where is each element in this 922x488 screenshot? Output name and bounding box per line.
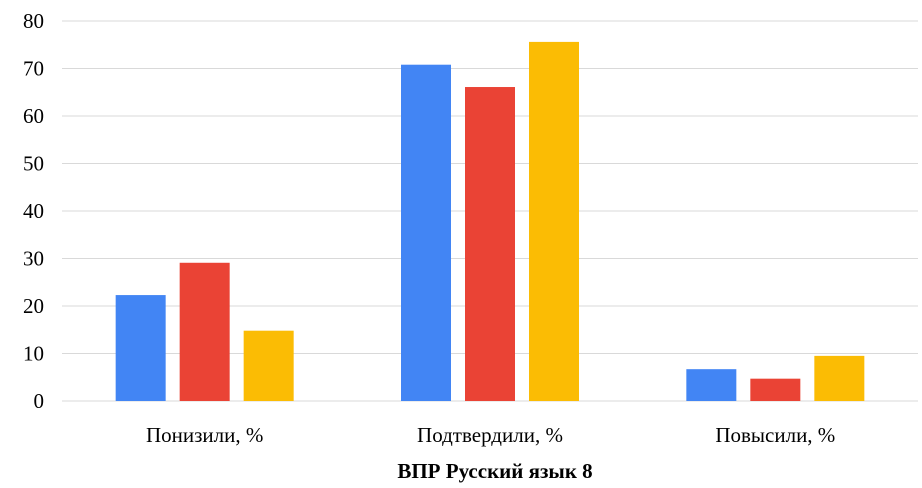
bar-2-3 <box>529 41 579 402</box>
y-tick-label: 0 <box>34 389 45 413</box>
bar-3-1 <box>686 369 737 401</box>
bar-2-1 <box>401 64 451 401</box>
y-tick-label: 70 <box>23 57 44 81</box>
bars <box>115 41 865 402</box>
y-tick-label: 50 <box>23 152 44 176</box>
category-label: Понизили, % <box>146 423 263 447</box>
x-axis-title: ВПР Русский язык 8 <box>397 459 592 483</box>
bar-3-2 <box>750 378 801 401</box>
y-tick-label: 40 <box>23 199 44 223</box>
bar-1-1 <box>115 295 166 401</box>
y-tick-label: 10 <box>23 342 44 366</box>
category-label: Подтвердили, % <box>417 423 563 447</box>
bar-1-2 <box>179 262 230 401</box>
category-label: Повысили, % <box>715 423 835 447</box>
bar-2-2 <box>465 87 515 402</box>
y-tick-label: 80 <box>23 9 44 33</box>
category-labels: Понизили, % Подтвердили, % Повысили, % <box>146 423 835 447</box>
y-tick-label: 20 <box>23 294 44 318</box>
y-tick-label: 60 <box>23 104 44 128</box>
bar-3-3 <box>814 355 865 401</box>
bar-1-3 <box>243 330 294 401</box>
y-axis-tick-labels: 0 10 20 30 40 50 60 70 80 <box>23 9 44 413</box>
y-tick-label: 30 <box>23 247 44 271</box>
